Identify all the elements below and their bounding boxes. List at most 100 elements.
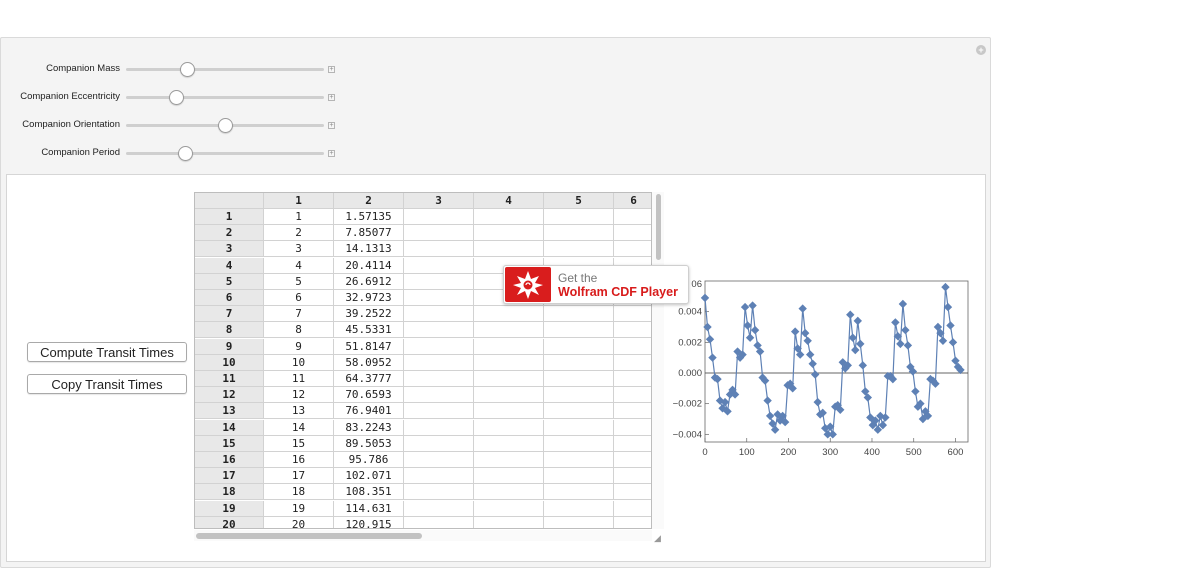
table-cell[interactable] xyxy=(404,419,474,436)
companion-period-expand-icon[interactable]: + xyxy=(328,150,335,157)
table-cell[interactable] xyxy=(474,516,544,528)
table-cell[interactable] xyxy=(544,500,614,517)
table-cell[interactable] xyxy=(544,403,614,420)
table-cell[interactable] xyxy=(544,354,614,371)
table-cell[interactable]: 51.8147 xyxy=(334,338,404,355)
table-cell[interactable] xyxy=(614,484,651,501)
table-cell[interactable]: 14 xyxy=(264,419,334,436)
table-cell[interactable] xyxy=(404,273,474,290)
table-cell[interactable] xyxy=(474,354,544,371)
table-row-header[interactable]: 8 xyxy=(195,322,264,339)
companion-eccentricity-slider-thumb[interactable] xyxy=(168,90,184,105)
companion-orientation-slider-thumb[interactable] xyxy=(218,118,233,133)
table-cell[interactable] xyxy=(474,338,544,355)
table-cell[interactable]: 83.2243 xyxy=(334,419,404,436)
table-cell[interactable] xyxy=(614,387,651,404)
table-cell[interactable] xyxy=(474,468,544,485)
table-cell[interactable]: 1.57135 xyxy=(334,209,404,225)
companion-mass-expand-icon[interactable]: + xyxy=(328,66,335,73)
table-cell[interactable] xyxy=(544,452,614,468)
table-cell[interactable] xyxy=(404,306,474,323)
table-cell[interactable] xyxy=(404,241,474,258)
table-cell[interactable] xyxy=(474,387,544,404)
table-cell[interactable]: 10 xyxy=(264,354,334,371)
table-cell[interactable] xyxy=(474,484,544,501)
table-cell[interactable] xyxy=(614,403,651,420)
table-cell[interactable] xyxy=(404,516,474,528)
table-row-header[interactable]: 16 xyxy=(195,452,264,468)
table-column-header[interactable]: 6 xyxy=(614,193,651,209)
table-row-header[interactable]: 5 xyxy=(195,273,264,290)
table-cell[interactable] xyxy=(614,468,651,485)
table-cell[interactable] xyxy=(474,306,544,323)
table-cell[interactable]: 76.9401 xyxy=(334,403,404,420)
table-cell[interactable] xyxy=(404,290,474,306)
table-cell[interactable] xyxy=(614,306,651,323)
table-cell[interactable] xyxy=(404,225,474,242)
table-cell[interactable]: 3 xyxy=(264,241,334,258)
table-cell[interactable] xyxy=(614,322,651,339)
table-corner-cell[interactable] xyxy=(195,193,264,209)
table-cell[interactable] xyxy=(474,322,544,339)
table-cell[interactable] xyxy=(614,452,651,468)
table-cell[interactable]: 20 xyxy=(264,516,334,528)
table-cell[interactable]: 1 xyxy=(264,209,334,225)
table-row-header[interactable]: 1 xyxy=(195,209,264,225)
table-cell[interactable]: 39.2522 xyxy=(334,306,404,323)
companion-period-slider[interactable] xyxy=(126,152,324,155)
table-cell[interactable] xyxy=(404,354,474,371)
table-row-header[interactable]: 14 xyxy=(195,419,264,436)
table-cell[interactable]: 108.351 xyxy=(334,484,404,501)
table-column-header[interactable]: 2 xyxy=(334,193,404,209)
table-cell[interactable]: 5 xyxy=(264,273,334,290)
table-cell[interactable]: 58.0952 xyxy=(334,354,404,371)
table-cell[interactable] xyxy=(474,403,544,420)
table-cell[interactable]: 9 xyxy=(264,338,334,355)
table-cell[interactable] xyxy=(544,306,614,323)
table-cell[interactable] xyxy=(474,209,544,225)
table-cell[interactable]: 102.071 xyxy=(334,468,404,485)
table-column-header[interactable]: 3 xyxy=(404,193,474,209)
table-row-header[interactable]: 4 xyxy=(195,257,264,274)
resize-handle-icon[interactable]: ◢ xyxy=(654,533,661,543)
table-row-header[interactable]: 11 xyxy=(195,371,264,387)
table-cell[interactable] xyxy=(544,387,614,404)
table-cell[interactable]: 16 xyxy=(264,452,334,468)
table-row-header[interactable]: 6 xyxy=(195,290,264,306)
table-cell[interactable] xyxy=(404,338,474,355)
table-cell[interactable]: 32.9723 xyxy=(334,290,404,306)
table-cell[interactable] xyxy=(544,371,614,387)
companion-mass-slider[interactable] xyxy=(126,68,324,71)
table-cell[interactable]: 20.4114 xyxy=(334,257,404,274)
options-plus-icon[interactable]: + xyxy=(976,45,986,55)
table-cell[interactable] xyxy=(614,355,651,371)
table-cell[interactable] xyxy=(614,517,651,528)
table-cell[interactable]: 2 xyxy=(264,225,334,242)
copy-transit-times-button[interactable]: Copy Transit Times xyxy=(27,374,187,394)
table-cell[interactable]: 89.5053 xyxy=(334,435,404,452)
table-cell[interactable]: 6 xyxy=(264,290,334,306)
table-cell[interactable] xyxy=(404,387,474,404)
table-cell[interactable] xyxy=(614,436,651,452)
table-row-header[interactable]: 19 xyxy=(195,500,264,517)
table-cell[interactable]: 12 xyxy=(264,387,334,404)
table-cell[interactable]: 45.5331 xyxy=(334,322,404,339)
table-cell[interactable] xyxy=(544,322,614,339)
table-cell[interactable] xyxy=(404,371,474,387)
table-row-header[interactable]: 3 xyxy=(195,241,264,258)
table-row-header[interactable]: 2 xyxy=(195,225,264,242)
table-horizontal-scroll-thumb[interactable] xyxy=(196,533,422,539)
table-cell[interactable] xyxy=(474,371,544,387)
table-column-header[interactable]: 4 xyxy=(474,193,544,209)
table-cell[interactable] xyxy=(404,484,474,501)
table-cell[interactable] xyxy=(404,452,474,468)
table-cell[interactable] xyxy=(544,435,614,452)
table-cell[interactable] xyxy=(544,338,614,355)
table-row-header[interactable]: 10 xyxy=(195,354,264,371)
table-cell[interactable] xyxy=(614,371,651,387)
table-cell[interactable] xyxy=(474,500,544,517)
table-cell[interactable]: 19 xyxy=(264,500,334,517)
table-cell[interactable] xyxy=(544,484,614,501)
table-cell[interactable]: 17 xyxy=(264,468,334,485)
table-cell[interactable] xyxy=(544,468,614,485)
